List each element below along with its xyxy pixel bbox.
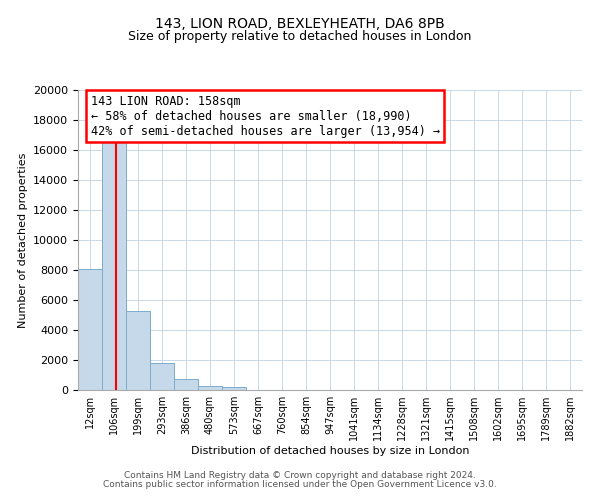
Bar [102,142,126,390]
Text: 143, LION ROAD, BEXLEYHEATH, DA6 8PB: 143, LION ROAD, BEXLEYHEATH, DA6 8PB [155,18,445,32]
Y-axis label: Number of detached properties: Number of detached properties [17,152,28,328]
Text: 143 LION ROAD: 158sqm
← 58% of detached houses are smaller (18,990)
42% of semi-: 143 LION ROAD: 158sqm ← 58% of detached … [91,94,440,138]
X-axis label: Distribution of detached houses by size in London: Distribution of detached houses by size … [191,446,469,456]
Bar [174,379,198,390]
Text: Contains HM Land Registry data © Crown copyright and database right 2024.: Contains HM Land Registry data © Crown c… [124,471,476,480]
Text: Contains public sector information licensed under the Open Government Licence v3: Contains public sector information licen… [103,480,497,489]
Bar [198,386,222,390]
Bar [126,310,150,390]
Text: Size of property relative to detached houses in London: Size of property relative to detached ho… [128,30,472,43]
Bar [222,387,246,390]
Bar [150,363,174,390]
Bar [78,268,102,390]
